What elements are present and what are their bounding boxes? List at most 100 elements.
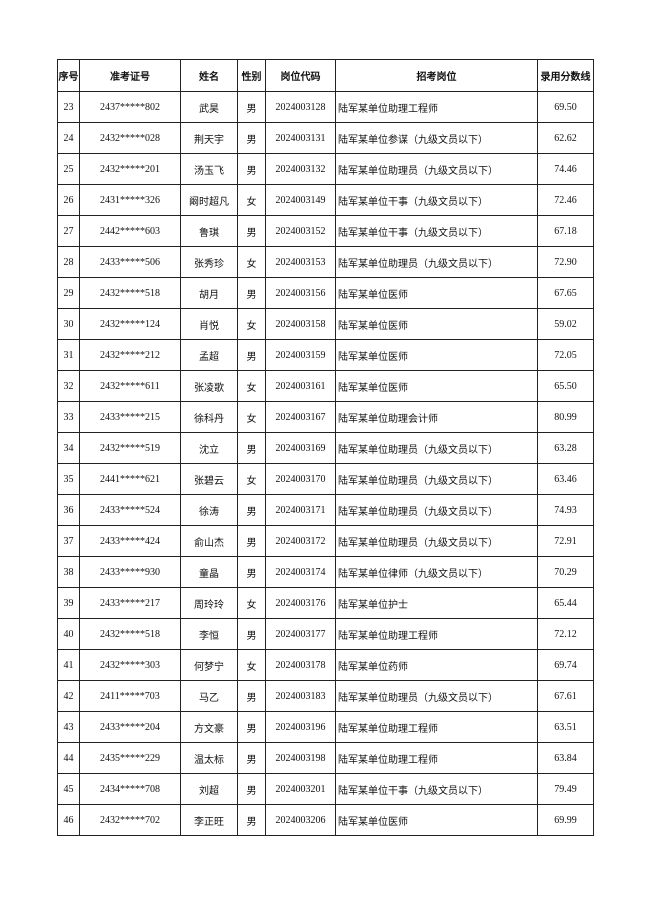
cell-col-name: 胡月 bbox=[180, 277, 238, 309]
cell-col-index: 33 bbox=[57, 401, 80, 433]
cell-col-index: 42 bbox=[57, 680, 80, 712]
table-row: 39 2433*****217 周玲玲女 2024003176 陆军某单位护士 65.44 bbox=[57, 587, 594, 619]
cell-col-post-code: 2024003206 bbox=[265, 804, 336, 836]
cell-col-gender: 男 bbox=[237, 215, 266, 247]
cell-col-score: 74.46 bbox=[537, 153, 594, 185]
cell-col-post: 陆军某单位医师 bbox=[335, 370, 538, 402]
cell-col-score: 70.29 bbox=[537, 556, 594, 588]
cell-col-name: 张碧云 bbox=[180, 463, 238, 495]
cell-col-index: 31 bbox=[57, 339, 80, 371]
cell-col-post-code: 2024003159 bbox=[265, 339, 336, 371]
cell-col-post: 陆军某单位助理工程师 bbox=[335, 618, 538, 650]
cell-col-name: 李正旺 bbox=[180, 804, 238, 836]
cell-col-gender: 男 bbox=[237, 618, 266, 650]
cell-col-gender: 男 bbox=[237, 277, 266, 309]
cell-col-score: 63.51 bbox=[537, 711, 594, 743]
cell-col-post: 陆军某单位助理员（九级文员以下） bbox=[335, 525, 538, 557]
cell-col-post-code: 2024003172 bbox=[265, 525, 336, 557]
cell-col-name: 张秀珍 bbox=[180, 246, 238, 278]
cell-col-score: 67.18 bbox=[537, 215, 594, 247]
cell-col-score: 65.50 bbox=[537, 370, 594, 402]
cell-col-index: 27 bbox=[57, 215, 80, 247]
cell-col-gender: 女 bbox=[237, 308, 266, 340]
cell-col-exam-id: 2432*****702 bbox=[79, 804, 181, 836]
cell-col-post: 陆军某单位助理员（九级文员以下） bbox=[335, 246, 538, 278]
cell-col-gender: 男 bbox=[237, 91, 266, 123]
cell-col-name: 童晶 bbox=[180, 556, 238, 588]
table-row: 25 2432*****201 汤玉飞男 2024003132 陆军某单位助理员（九级文… bbox=[57, 153, 594, 185]
table-row: 27 2442*****603 鲁琪男 2024003152 陆军某单位干事（九级文员以… bbox=[57, 215, 594, 247]
cell-col-post-code: 2024003178 bbox=[265, 649, 336, 681]
table-row: 37 2433*****424 俞山杰男 2024003172 陆军某单位助理员（九级文… bbox=[57, 525, 594, 557]
cell-col-post: 陆军某单位干事（九级文员以下） bbox=[335, 215, 538, 247]
cell-col-post-code: 2024003174 bbox=[265, 556, 336, 588]
cell-col-score: 59.02 bbox=[537, 308, 594, 340]
cell-col-exam-id: 2441*****621 bbox=[79, 463, 181, 495]
cell-col-name: 沈立 bbox=[180, 432, 238, 464]
cell-col-index: 28 bbox=[57, 246, 80, 278]
cell-col-post: 陆军某单位助理员（九级文员以下） bbox=[335, 432, 538, 464]
cell-col-index: 45 bbox=[57, 773, 80, 805]
cell-col-gender: 女 bbox=[237, 463, 266, 495]
cell-col-index: 41 bbox=[57, 649, 80, 681]
cell-col-index: 29 bbox=[57, 277, 80, 309]
cell-col-gender: 男 bbox=[237, 432, 266, 464]
cell-col-score: 65.44 bbox=[537, 587, 594, 619]
cell-col-exam-id: 2432*****518 bbox=[79, 277, 181, 309]
table-row: 38 2433*****930 童晶男 2024003174 陆军某单位律师（九级文员以… bbox=[57, 556, 594, 588]
cell-col-exam-id: 2433*****424 bbox=[79, 525, 181, 557]
cell-col-score: 62.62 bbox=[537, 122, 594, 154]
table-row: 34 2432*****519 沈立男 2024003169 陆军某单位助理员（九级文员… bbox=[57, 432, 594, 464]
header-col-name: 姓名 bbox=[180, 59, 238, 92]
table-row: 41 2432*****303 何梦宁女 2024003178 陆军某单位药师 69.74 bbox=[57, 649, 594, 681]
cell-col-exam-id: 2435*****229 bbox=[79, 742, 181, 774]
cell-col-post-code: 2024003131 bbox=[265, 122, 336, 154]
cell-col-name: 肖悦 bbox=[180, 308, 238, 340]
cell-col-index: 43 bbox=[57, 711, 80, 743]
cell-col-gender: 男 bbox=[237, 556, 266, 588]
cell-col-name: 汤玉飞 bbox=[180, 153, 238, 185]
cell-col-score: 69.74 bbox=[537, 649, 594, 681]
cell-col-index: 44 bbox=[57, 742, 80, 774]
cell-col-exam-id: 2433*****217 bbox=[79, 587, 181, 619]
cell-col-post: 陆军某单位参谋（九级文员以下） bbox=[335, 122, 538, 154]
cell-col-name: 何梦宁 bbox=[180, 649, 238, 681]
table-row: 28 2433*****506 张秀珍女 2024003153 陆军某单位助理员（九级文… bbox=[57, 246, 594, 278]
cell-col-exam-id: 2432*****201 bbox=[79, 153, 181, 185]
table-row: 29 2432*****518 胡月男 2024003156 陆军某单位医师 67.65 bbox=[57, 277, 594, 309]
cell-col-name: 武昊 bbox=[180, 91, 238, 123]
cell-col-post-code: 2024003169 bbox=[265, 432, 336, 464]
cell-col-name: 温太标 bbox=[180, 742, 238, 774]
cell-col-post-code: 2024003167 bbox=[265, 401, 336, 433]
cell-col-post: 陆军某单位干事（九级文员以下） bbox=[335, 184, 538, 216]
table-row: 43 2433*****204 方文豪男 2024003196 陆军某单位助理工程师 63… bbox=[57, 711, 594, 743]
cell-col-gender: 女 bbox=[237, 587, 266, 619]
cell-col-post: 陆军某单位助理工程师 bbox=[335, 711, 538, 743]
admission-score-table: 序号 准考证号 姓名 性别 岗位代码 招考岗位 录用分数线 23 2437*****802 武昊… bbox=[57, 59, 594, 836]
cell-col-exam-id: 2431*****326 bbox=[79, 184, 181, 216]
cell-col-post: 陆军某单位助理员（九级文员以下） bbox=[335, 463, 538, 495]
cell-col-gender: 男 bbox=[237, 494, 266, 526]
header-col-score: 录用分数线 bbox=[537, 59, 594, 92]
cell-col-post-code: 2024003183 bbox=[265, 680, 336, 712]
cell-col-exam-id: 2432*****519 bbox=[79, 432, 181, 464]
cell-col-score: 72.90 bbox=[537, 246, 594, 278]
table-row: 30 2432*****124 肖悦女 2024003158 陆军某单位医师 59.02 bbox=[57, 308, 594, 340]
cell-col-index: 38 bbox=[57, 556, 80, 588]
cell-col-post-code: 2024003171 bbox=[265, 494, 336, 526]
cell-col-exam-id: 2432*****518 bbox=[79, 618, 181, 650]
table-row: 26 2431*****326 阚时超凡女 2024003149 陆军某单位干事（九级文… bbox=[57, 184, 594, 216]
cell-col-post-code: 2024003201 bbox=[265, 773, 336, 805]
cell-col-index: 39 bbox=[57, 587, 80, 619]
cell-col-post-code: 2024003177 bbox=[265, 618, 336, 650]
cell-col-exam-id: 2432*****124 bbox=[79, 308, 181, 340]
cell-col-score: 63.28 bbox=[537, 432, 594, 464]
cell-col-post-code: 2024003158 bbox=[265, 308, 336, 340]
cell-col-post: 陆军某单位医师 bbox=[335, 308, 538, 340]
cell-col-post-code: 2024003149 bbox=[265, 184, 336, 216]
cell-col-post-code: 2024003170 bbox=[265, 463, 336, 495]
table-row: 45 2434*****708 刘超男 2024003201 陆军某单位干事（九级文员以… bbox=[57, 773, 594, 805]
table-header-row: 序号 准考证号 姓名 性别 岗位代码 招考岗位 录用分数线 bbox=[57, 59, 594, 92]
header-col-exam-id: 准考证号 bbox=[79, 59, 181, 92]
cell-col-gender: 男 bbox=[237, 153, 266, 185]
